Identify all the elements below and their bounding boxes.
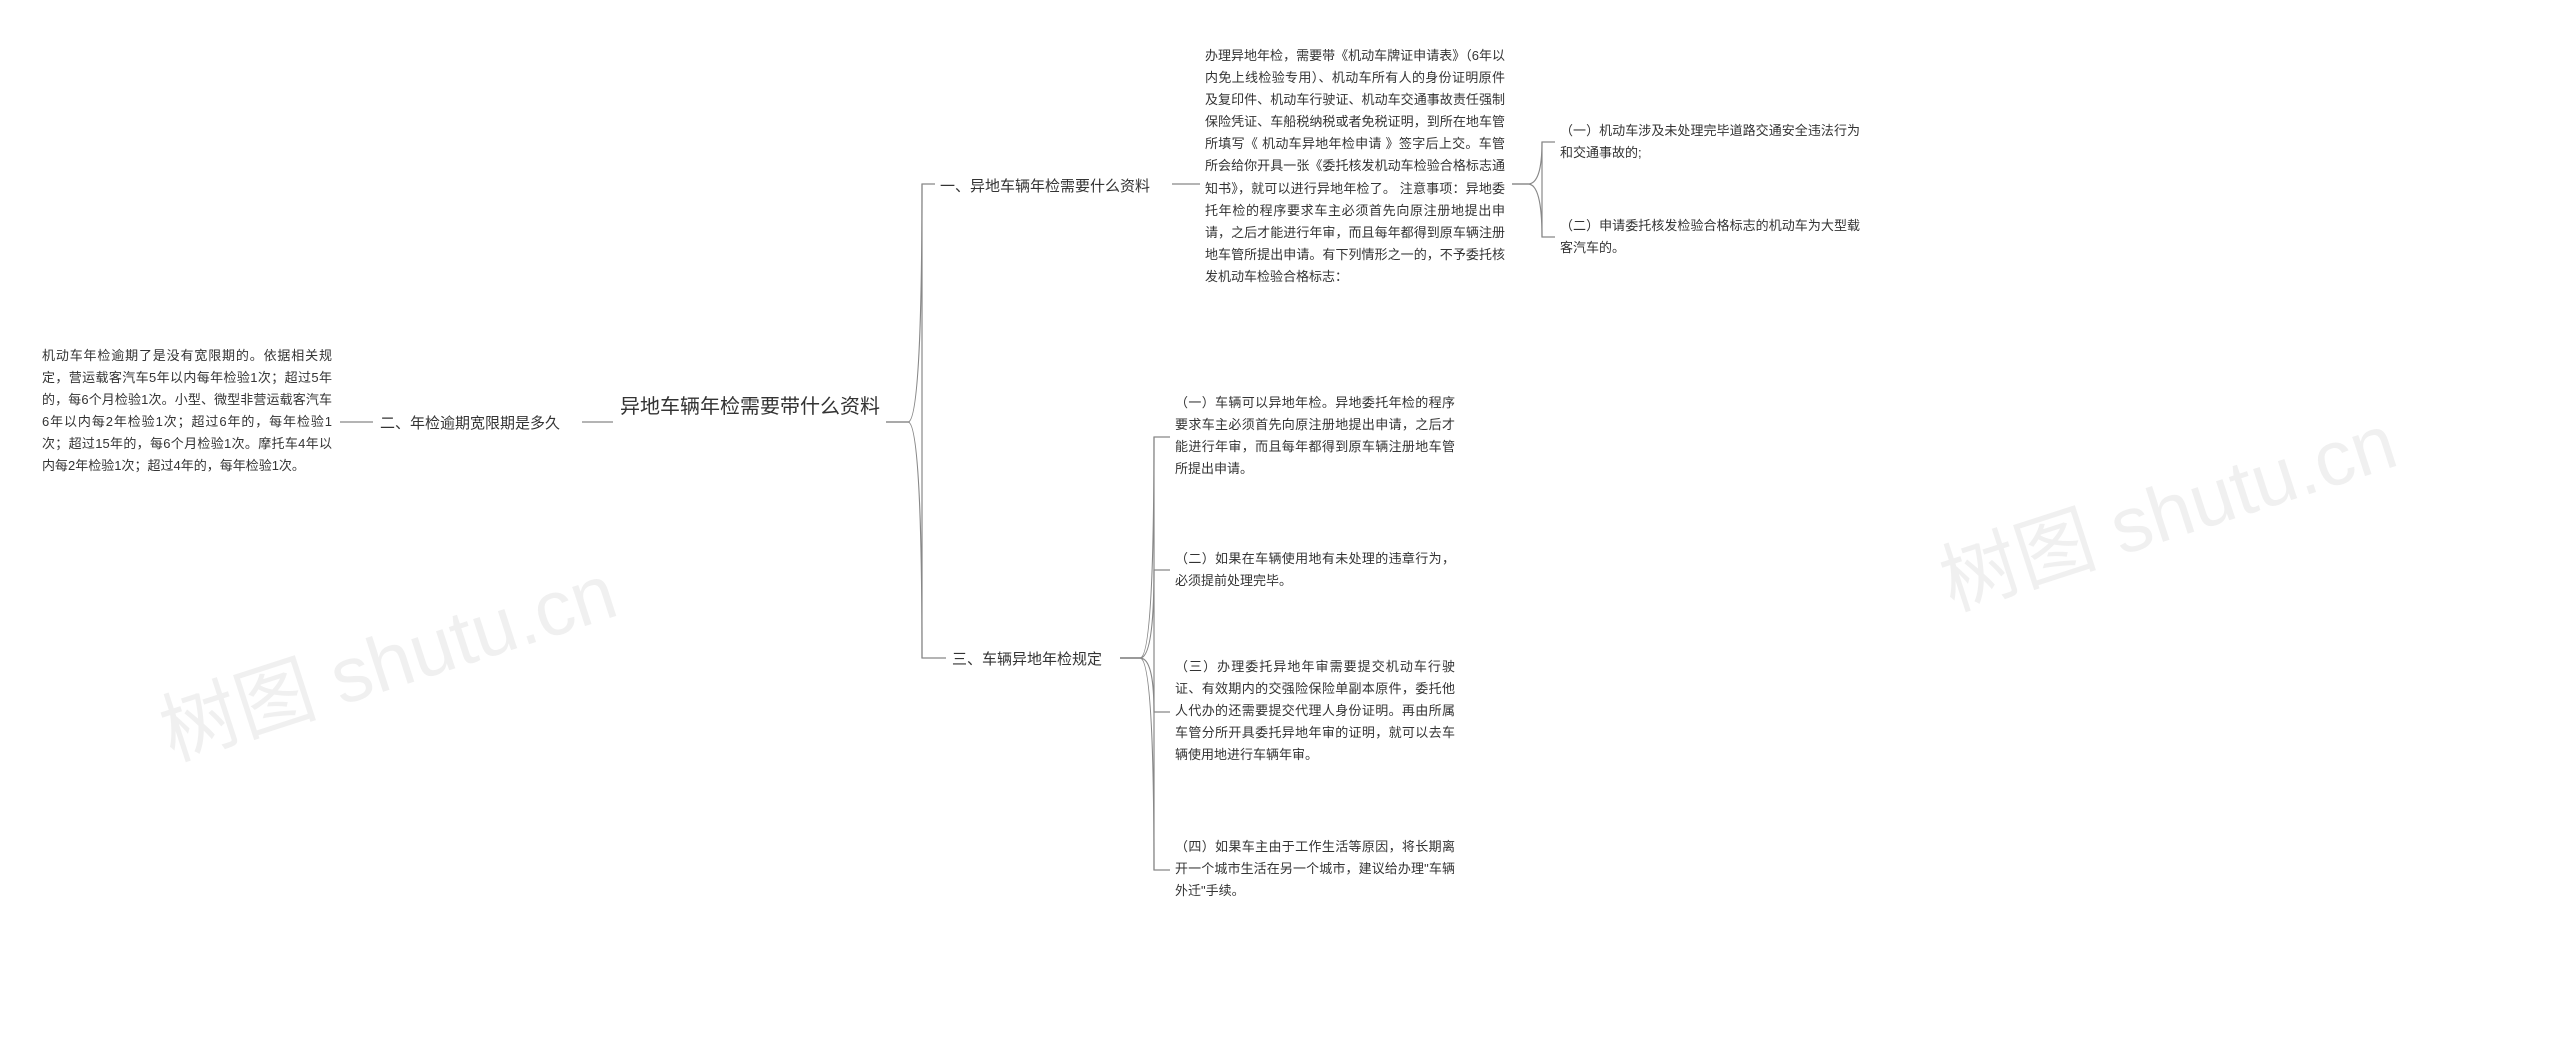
section-3-item1: （一）车辆可以异地年检。异地委托年检的程序要求车主必须首先向原注册地提出申请，之… xyxy=(1175,392,1455,480)
section-2-body: 机动车年检逾期了是没有宽限期的。依据相关规定，营运载客汽车5年以内每年检验1次；… xyxy=(42,345,332,478)
section-3-item2: （二）如果在车辆使用地有未处理的违章行为，必须提前处理完毕。 xyxy=(1175,548,1455,592)
section-1-title: 一、异地车辆年检需要什么资料 xyxy=(940,175,1150,199)
center-title: 异地车辆年检需要带什么资料 xyxy=(620,392,880,422)
watermark-left: 树图 shutu.cn xyxy=(144,530,628,783)
watermark-right: 树图 shutu.cn xyxy=(1924,380,2408,633)
section-2-title: 二、年检逾期宽限期是多久 xyxy=(380,412,560,436)
section-3-item3: （三）办理委托异地年审需要提交机动车行驶证、有效期内的交强险保险单副本原件，委托… xyxy=(1175,656,1455,766)
section-3-item4: （四）如果车主由于工作生活等原因，将长期离开一个城市生活在另一个城市，建议给办理… xyxy=(1175,836,1455,902)
section-1-sub2: （二）申请委托核发检验合格标志的机动车为大型载客汽车的。 xyxy=(1560,215,1860,259)
section-3-title: 三、车辆异地年检规定 xyxy=(952,648,1102,672)
section-1-sub1: （一）机动车涉及未处理完毕道路交通安全违法行为和交通事故的; xyxy=(1560,120,1860,164)
mindmap-diagram: 树图 shutu.cn 树图 shutu.cn 异地车辆年检需要带什么资料 二、… xyxy=(0,0,2560,1051)
section-1-body: 办理异地年检，需要带《机动车牌证申请表》（6年以内免上线检验专用）、机动车所有人… xyxy=(1205,45,1505,288)
